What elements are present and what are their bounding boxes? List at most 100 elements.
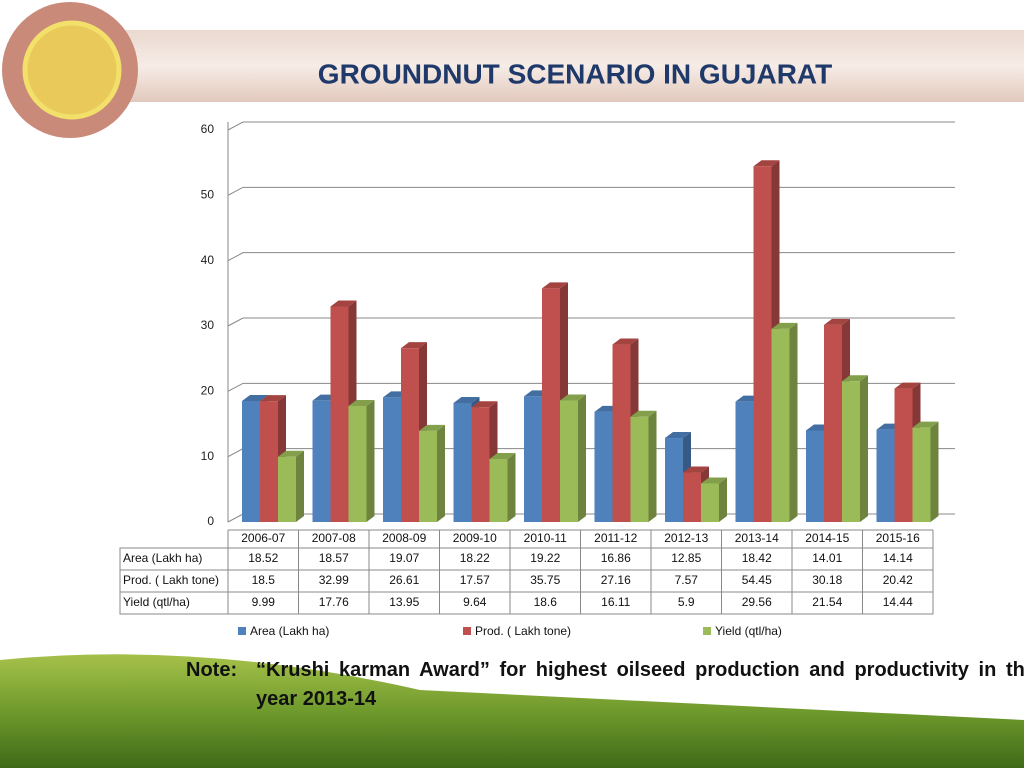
bar-top [824, 318, 850, 325]
x-tick-label: 2014-15 [805, 531, 849, 545]
table-cell: 18.6 [534, 595, 558, 609]
table-cell: 20.42 [883, 573, 913, 587]
row-label: Area (Lakh ha) [123, 551, 202, 565]
bar-top [278, 450, 304, 457]
bar [894, 388, 913, 522]
bar [630, 416, 649, 522]
table-cell: 54.45 [742, 573, 772, 587]
legend-swatch [463, 627, 471, 635]
table-cell: 12.85 [671, 551, 701, 565]
table-cell: 30.18 [812, 573, 842, 587]
note-label: Note: [186, 659, 238, 681]
bar [330, 306, 349, 522]
table-cell: 18.22 [460, 551, 490, 565]
table-cell: 14.01 [812, 551, 842, 565]
x-tick-label: 2007-08 [312, 531, 356, 545]
y-tick-label: 10 [201, 449, 215, 463]
bar [542, 288, 560, 522]
table [119, 547, 934, 615]
y-tick-label: 40 [201, 253, 215, 267]
y-tick-label: 50 [201, 188, 215, 202]
bar-top [560, 394, 586, 401]
table-cell: 19.07 [389, 551, 419, 565]
bar-top [401, 342, 427, 349]
x-tick-label: 2013-14 [735, 531, 779, 545]
bar [876, 429, 895, 522]
bar [489, 459, 508, 522]
bar [683, 472, 701, 522]
table-cell: 14.44 [883, 595, 913, 609]
bar-top [260, 395, 286, 402]
table-cell: 32.99 [319, 573, 349, 587]
grid-line [227, 186, 955, 196]
row-label: Prod. ( Lakh tone) [123, 573, 219, 587]
table-cell: 18.42 [742, 551, 772, 565]
bar [348, 405, 367, 522]
note-text: “Krushi karman Award” for highest oilsee… [256, 659, 1024, 710]
bar [560, 400, 578, 522]
x-tick-label: 2006-07 [241, 531, 285, 545]
x-tick-label: 2012-13 [664, 531, 708, 545]
bar-side [930, 421, 939, 522]
bar-top [630, 410, 657, 417]
legend-label: Prod. ( Lakh tone) [475, 624, 571, 638]
table-cell: 17.57 [460, 573, 490, 587]
bar [524, 396, 542, 522]
bar [419, 430, 437, 522]
chart-title: GROUNDNUT SCENARIO IN GUJARAT [318, 58, 832, 89]
bar [771, 328, 790, 522]
logo [22, 20, 122, 120]
note: Note: “Krushi karman Award” for highest o… [186, 656, 1024, 714]
bar-top [912, 421, 939, 428]
bar [594, 411, 613, 522]
bar [701, 483, 719, 522]
legend-label: Yield (qtl/ha) [715, 624, 782, 638]
legend-label: Area (Lakh ha) [250, 624, 329, 638]
bar-top [894, 382, 921, 389]
bar [383, 397, 401, 522]
bar [735, 401, 754, 522]
table-cell: 29.56 [742, 595, 772, 609]
x-tick-label: 2009-10 [453, 531, 497, 545]
bar [278, 456, 296, 522]
table-cell: 21.54 [812, 595, 842, 609]
bar-side [578, 394, 586, 522]
bar-side [437, 424, 445, 522]
grid-line [227, 317, 955, 327]
bar-top [348, 399, 375, 406]
bar-side [296, 450, 304, 522]
bar [612, 344, 631, 522]
y-tick-label: 30 [201, 318, 215, 332]
bar-side [860, 375, 868, 522]
bar-top [542, 282, 568, 289]
table-cell: 5.9 [678, 595, 695, 609]
table-cell: 18.57 [319, 551, 349, 565]
bar-top [489, 453, 516, 460]
bar-top [842, 375, 868, 382]
bar [401, 348, 419, 522]
bar-top [419, 424, 445, 431]
bar [912, 427, 931, 522]
bar-top [683, 466, 709, 473]
bar [753, 166, 772, 522]
x-tick-label: 2011-12 [594, 531, 637, 545]
row-label: Yield (qtl/ha) [123, 595, 190, 609]
table-cell: 26.61 [389, 573, 419, 587]
bar-top [453, 396, 480, 403]
table-cell: 13.95 [389, 595, 419, 609]
table-cell: 16.11 [601, 595, 630, 609]
table-cell: 9.64 [463, 595, 487, 609]
table-cell: 27.16 [601, 573, 631, 587]
field [0, 654, 1024, 768]
bar [453, 402, 472, 522]
table-cell: 9.99 [252, 595, 276, 609]
bar-side [366, 399, 375, 522]
x-tick-label: 2015-16 [876, 531, 920, 545]
bar-top [701, 477, 727, 484]
bar-side [507, 453, 516, 522]
bar [242, 401, 260, 522]
bar-side [648, 410, 657, 522]
x-tick-label: 2010-11 [524, 531, 567, 545]
